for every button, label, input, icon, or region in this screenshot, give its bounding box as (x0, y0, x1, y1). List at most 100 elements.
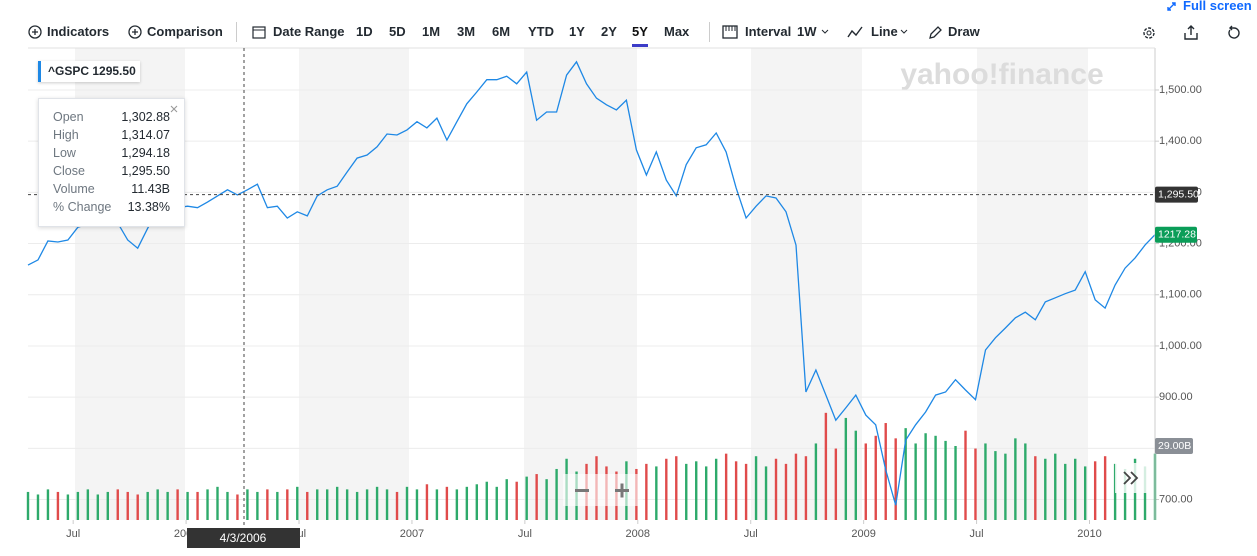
volume-bar (844, 417, 848, 520)
volume-bar (1083, 466, 1087, 520)
date-badge (187, 528, 300, 548)
tooltip-row: Open 1,302.88 (53, 110, 170, 128)
y-tick-label: 1,400.00 (1159, 135, 1202, 147)
volume-bar (236, 494, 239, 520)
volume-bar (176, 489, 179, 520)
volume-bar (695, 461, 698, 520)
volume-bar (1123, 468, 1127, 520)
volume-bar (914, 443, 917, 520)
volume-bar (106, 491, 109, 520)
volume-bar (655, 466, 658, 520)
tooltip-value: 1,295.50 (121, 164, 170, 178)
volume-bar (685, 463, 688, 520)
volume-bar (56, 491, 60, 520)
range-button[interactable]: 1Y (569, 24, 585, 39)
volume-bar (136, 494, 139, 520)
reset-icon[interactable] (1226, 24, 1242, 41)
volume-badge (1155, 438, 1193, 454)
crosshair-badge-text: 1,295.50 (1158, 188, 1199, 200)
volume-bar (904, 428, 907, 520)
zoom-in[interactable] (620, 483, 624, 498)
volume-bar (1064, 463, 1067, 520)
tooltip-row: Volume 11.43B (53, 182, 170, 200)
tooltip-key: % Change (53, 200, 112, 214)
zoom-out[interactable] (575, 489, 589, 492)
range-button[interactable]: Max (664, 24, 690, 39)
volume-bar (196, 491, 199, 520)
separator (709, 22, 710, 42)
full-screen-button[interactable]: Full screen (1183, 0, 1252, 13)
calendar-icon (252, 26, 266, 39)
volume-bar (36, 494, 40, 520)
volume-bar (326, 489, 329, 520)
date-range-button[interactable]: Date Range (273, 24, 345, 39)
scroll-right[interactable] (1115, 463, 1147, 493)
tooltip-value: 1,314.07 (121, 128, 170, 142)
comparison-button[interactable]: Comparison (147, 24, 223, 39)
range-button[interactable]: 1D (356, 24, 373, 39)
volume-bar (316, 489, 319, 520)
volume-bar (555, 468, 558, 520)
volume-bar (1054, 453, 1057, 520)
chevron (821, 29, 829, 34)
range-button[interactable]: 3M (457, 24, 476, 39)
close-icon[interactable] (170, 105, 178, 113)
volume-bar (206, 489, 209, 520)
range-button[interactable]: YTD (528, 24, 554, 39)
indicators-button[interactable]: Indicators (47, 24, 110, 39)
volume-bar (395, 491, 399, 520)
volume-bar (505, 479, 508, 520)
volume-bar (1004, 453, 1007, 520)
volume-bar (824, 412, 828, 520)
draw-button[interactable]: Draw (948, 24, 980, 39)
volume-bar (76, 491, 80, 520)
volume-bar (375, 486, 379, 520)
legend-value: 1295.50 (92, 64, 136, 78)
range-button[interactable]: 5D (389, 24, 406, 39)
volume-bar (156, 489, 159, 520)
volume-bar (774, 458, 778, 520)
volume-bar (924, 433, 927, 520)
volume-bar (425, 484, 429, 520)
volume-bar (216, 486, 219, 520)
range-button[interactable]: 6M (492, 24, 511, 39)
volume-bar (26, 491, 30, 520)
volume-bar (714, 458, 718, 520)
volume-bar (355, 491, 359, 520)
interval-label[interactable]: Interval (745, 24, 792, 39)
chart-style-button[interactable]: Line (871, 24, 898, 39)
y-tick-label: 900.00 (1159, 391, 1193, 403)
zoom-controls[interactable] (563, 474, 643, 506)
volume-bar (86, 489, 90, 520)
volume-bar (724, 453, 728, 520)
volume-bar (1103, 456, 1107, 520)
separator (236, 22, 237, 42)
range-button[interactable]: 2Y (601, 24, 617, 39)
bands (75, 48, 1088, 520)
volume-bar (445, 486, 449, 520)
volume-bar (944, 440, 947, 520)
y-tick-label: 700.00 (1159, 493, 1193, 505)
interval-value[interactable]: 1W (797, 24, 817, 39)
settings-icon[interactable] (1141, 25, 1157, 41)
tooltip-value: 13.38% (127, 200, 170, 214)
volume-bar (1074, 458, 1077, 520)
volume-bar (335, 486, 339, 520)
range-button[interactable]: 1M (422, 24, 441, 39)
volume-bar (764, 466, 768, 520)
volume-bar (266, 489, 269, 520)
tooltip-key: Low (53, 146, 76, 160)
range-button[interactable]: 5Y (632, 24, 648, 47)
legend: ^GSPC 1295.50 (38, 61, 140, 82)
x-tick-label: 2007 (400, 528, 424, 540)
price-line (27, 60, 1156, 506)
volume-bar (545, 479, 548, 520)
band (524, 48, 637, 520)
x-tick-label: 2010 (1077, 528, 1101, 540)
tooltip-key: Open (53, 110, 84, 124)
volume-bar (964, 430, 967, 520)
volume-bar (1024, 443, 1027, 520)
volume-bar (495, 486, 498, 520)
scroll-icon (1123, 471, 1139, 485)
share-icon[interactable] (1183, 24, 1199, 41)
